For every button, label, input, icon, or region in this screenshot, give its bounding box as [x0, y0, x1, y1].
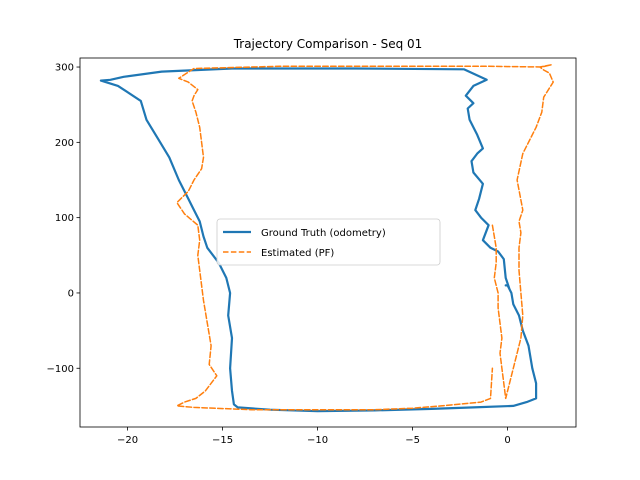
x-tick-label: −15 — [212, 435, 233, 446]
legend-box — [216, 218, 441, 266]
chart-title: Trajectory Comparison - Seq 01 — [233, 37, 423, 51]
series-line-estimated — [176, 64, 554, 411]
y-tick-label: 100 — [55, 213, 74, 224]
y-tick-label: 0 — [68, 288, 74, 299]
axes: −20 −15 −10 −5 0 −100 0 100 200 300 — [47, 57, 577, 446]
x-tick-label: −5 — [405, 435, 420, 446]
series-line-ground-truth — [99, 67, 538, 413]
y-tick-label: −100 — [47, 364, 74, 375]
axes-frame — [79, 57, 577, 428]
y-tick-label: 200 — [55, 138, 74, 149]
x-tick-label: 0 — [504, 435, 510, 446]
plot-area — [99, 64, 554, 413]
x-tick-label: −20 — [117, 435, 138, 446]
legend-label-ground-truth: Ground Truth (odometry) — [261, 228, 386, 239]
x-tick-label: −10 — [307, 435, 328, 446]
legend-label-estimated: Estimated (PF) — [261, 248, 334, 259]
y-tick-label: 300 — [55, 63, 74, 74]
legend: Ground Truth (odometry) Estimated (PF) — [216, 218, 441, 266]
